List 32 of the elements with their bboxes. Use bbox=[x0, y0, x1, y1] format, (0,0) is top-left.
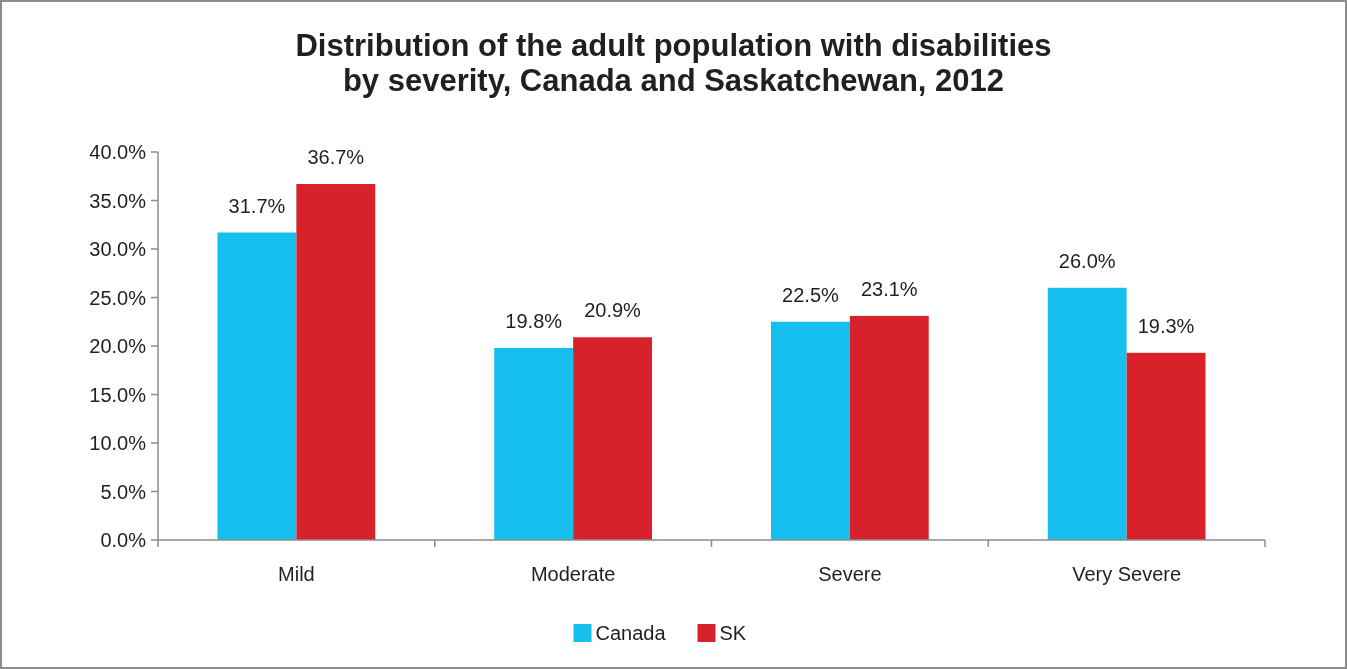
bar bbox=[771, 321, 850, 540]
data-label: 36.7% bbox=[307, 146, 365, 169]
data-label: 31.7% bbox=[228, 194, 286, 217]
legend-label: SK bbox=[719, 622, 747, 644]
data-label: 19.3% bbox=[1137, 314, 1195, 337]
y-tick-label: 20.0% bbox=[89, 335, 147, 357]
y-tick-label: 35.0% bbox=[89, 189, 147, 212]
bar bbox=[1047, 287, 1127, 540]
y-tick-label: 40.0% bbox=[89, 141, 147, 163]
y-tick-label: 10.0% bbox=[89, 432, 147, 454]
y-tick-label: 15.0% bbox=[89, 383, 147, 406]
bar bbox=[1126, 352, 1206, 540]
y-tick-label: 5.0% bbox=[100, 480, 147, 503]
data-label: 20.9% bbox=[584, 299, 642, 322]
x-tick-label: Severe bbox=[818, 563, 882, 585]
legend-label: Canada bbox=[595, 622, 667, 644]
bar bbox=[573, 337, 652, 540]
y-tick-label: 30.0% bbox=[89, 238, 147, 260]
data-label: 26.0% bbox=[1058, 249, 1116, 272]
x-tick-label: Mild bbox=[278, 563, 315, 585]
data-label: 23.1% bbox=[860, 277, 918, 300]
bar bbox=[217, 232, 297, 540]
x-tick-label: Very Severe bbox=[1072, 563, 1182, 585]
bar bbox=[849, 315, 929, 540]
x-tick-label: Moderate bbox=[530, 563, 616, 585]
data-label: 22.5% bbox=[782, 283, 839, 306]
y-tick-label: 25.0% bbox=[89, 286, 147, 309]
bar bbox=[494, 347, 574, 540]
data-label: 19.8% bbox=[505, 309, 563, 332]
y-tick-label: 0.0% bbox=[100, 529, 147, 551]
bar bbox=[296, 184, 376, 540]
chart-title: Distribution of the adult population with disabilities by severity, Canada and Saskatchewan, 2012 bbox=[295, 28, 1052, 98]
